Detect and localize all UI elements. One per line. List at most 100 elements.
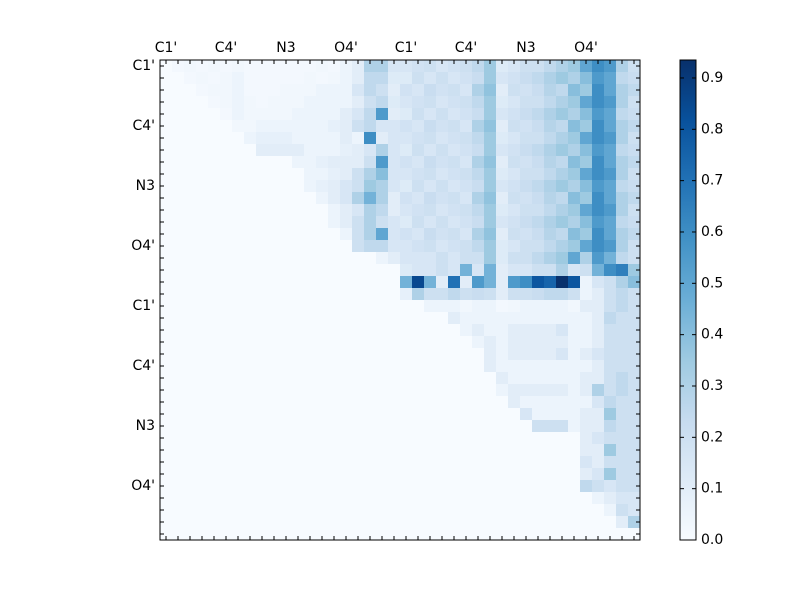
- heatmap-cell: [196, 372, 209, 385]
- heatmap-cell: [556, 180, 569, 193]
- heatmap-cell: [592, 108, 605, 121]
- heatmap-cell: [484, 156, 497, 169]
- heatmap-cell: [400, 300, 413, 313]
- heatmap-cell: [172, 420, 185, 433]
- heatmap-cell: [412, 120, 425, 133]
- heatmap-cell: [424, 444, 437, 457]
- heatmap-cell: [388, 492, 401, 505]
- heatmap-cell: [292, 84, 305, 97]
- heatmap-cell: [556, 264, 569, 277]
- heatmap-cell: [196, 384, 209, 397]
- heatmap-cell: [292, 336, 305, 349]
- heatmap-cell: [448, 468, 461, 481]
- heatmap-cell: [484, 72, 497, 85]
- heatmap-cell: [556, 96, 569, 109]
- heatmap-cell: [208, 204, 221, 217]
- heatmap-cell: [592, 456, 605, 469]
- heatmap-cell: [448, 348, 461, 361]
- heatmap-cell: [160, 468, 173, 481]
- heatmap-cell: [436, 348, 449, 361]
- heatmap-cell: [580, 120, 593, 133]
- heatmap-cell: [568, 180, 581, 193]
- heatmap-cell: [172, 288, 185, 301]
- heatmap-cell: [448, 264, 461, 277]
- heatmap-cell: [232, 96, 245, 109]
- heatmap-cell: [160, 120, 173, 133]
- heatmap-cell: [580, 96, 593, 109]
- heatmap-cell: [496, 108, 509, 121]
- heatmap-cell: [424, 168, 437, 181]
- heatmap-cell: [460, 84, 473, 97]
- heatmap-cell: [364, 144, 377, 157]
- heatmap-cell: [352, 216, 365, 229]
- heatmap-cell: [256, 504, 269, 517]
- heatmap-cell: [208, 168, 221, 181]
- heatmap-cell: [316, 132, 329, 145]
- heatmap-cell: [436, 180, 449, 193]
- heatmap-cell: [400, 432, 413, 445]
- heatmap-cell: [256, 360, 269, 373]
- heatmap-cell: [352, 516, 365, 529]
- heatmap-cell: [184, 132, 197, 145]
- heatmap-cell: [220, 132, 233, 145]
- heatmap-cell: [280, 240, 293, 253]
- heatmap-cell: [256, 120, 269, 133]
- heatmap-cell: [508, 72, 521, 85]
- heatmap-cell: [352, 444, 365, 457]
- heatmap-cell: [604, 492, 617, 505]
- heatmap-cell: [304, 312, 317, 325]
- heatmap-cell: [532, 156, 545, 169]
- heatmap-cell: [628, 180, 641, 193]
- heatmap-cell: [472, 492, 485, 505]
- heatmap-cell: [268, 132, 281, 145]
- heatmap-cell: [376, 192, 389, 205]
- heatmap-cell: [256, 324, 269, 337]
- heatmap-cell: [208, 336, 221, 349]
- heatmap-cell: [364, 336, 377, 349]
- heatmap-cell: [328, 84, 341, 97]
- heatmap-cell: [220, 72, 233, 85]
- heatmap-cell: [340, 180, 353, 193]
- heatmap-cell: [328, 216, 341, 229]
- heatmap-cell: [184, 312, 197, 325]
- heatmap-cell: [184, 288, 197, 301]
- heatmap-cell: [544, 288, 557, 301]
- heatmap-cell: [436, 84, 449, 97]
- heatmap-cell: [352, 384, 365, 397]
- heatmap-cell: [292, 312, 305, 325]
- heatmap-cell: [400, 420, 413, 433]
- heatmap-cell: [232, 468, 245, 481]
- heatmap-cell: [544, 60, 557, 73]
- heatmap-cell: [160, 264, 173, 277]
- heatmap-cell: [232, 456, 245, 469]
- heatmap-cell: [400, 252, 413, 265]
- heatmap-cell: [268, 408, 281, 421]
- heatmap-cell: [280, 528, 293, 541]
- heatmap-cell: [496, 144, 509, 157]
- heatmap-cell: [472, 480, 485, 493]
- heatmap-cell: [460, 264, 473, 277]
- heatmap-cell: [412, 204, 425, 217]
- heatmap-cell: [460, 324, 473, 337]
- heatmap-cell: [520, 432, 533, 445]
- heatmap-cell: [436, 480, 449, 493]
- heatmap-cell: [556, 120, 569, 133]
- heatmap-cell: [352, 168, 365, 181]
- heatmap-cell: [424, 84, 437, 97]
- heatmap-cell: [172, 516, 185, 529]
- heatmap-cell: [172, 372, 185, 385]
- heatmap-cell: [520, 384, 533, 397]
- heatmap-cell: [268, 456, 281, 469]
- heatmap-cell: [244, 456, 257, 469]
- heatmap-cell: [616, 456, 629, 469]
- heatmap-cell: [364, 72, 377, 85]
- heatmap-cell: [268, 348, 281, 361]
- heatmap-cell: [316, 456, 329, 469]
- heatmap-cell: [400, 336, 413, 349]
- heatmap-cell: [424, 480, 437, 493]
- heatmap-cell: [364, 192, 377, 205]
- heatmap-cell: [436, 264, 449, 277]
- heatmap-cell: [532, 480, 545, 493]
- heatmap-cell: [340, 228, 353, 241]
- heatmap-cell: [508, 432, 521, 445]
